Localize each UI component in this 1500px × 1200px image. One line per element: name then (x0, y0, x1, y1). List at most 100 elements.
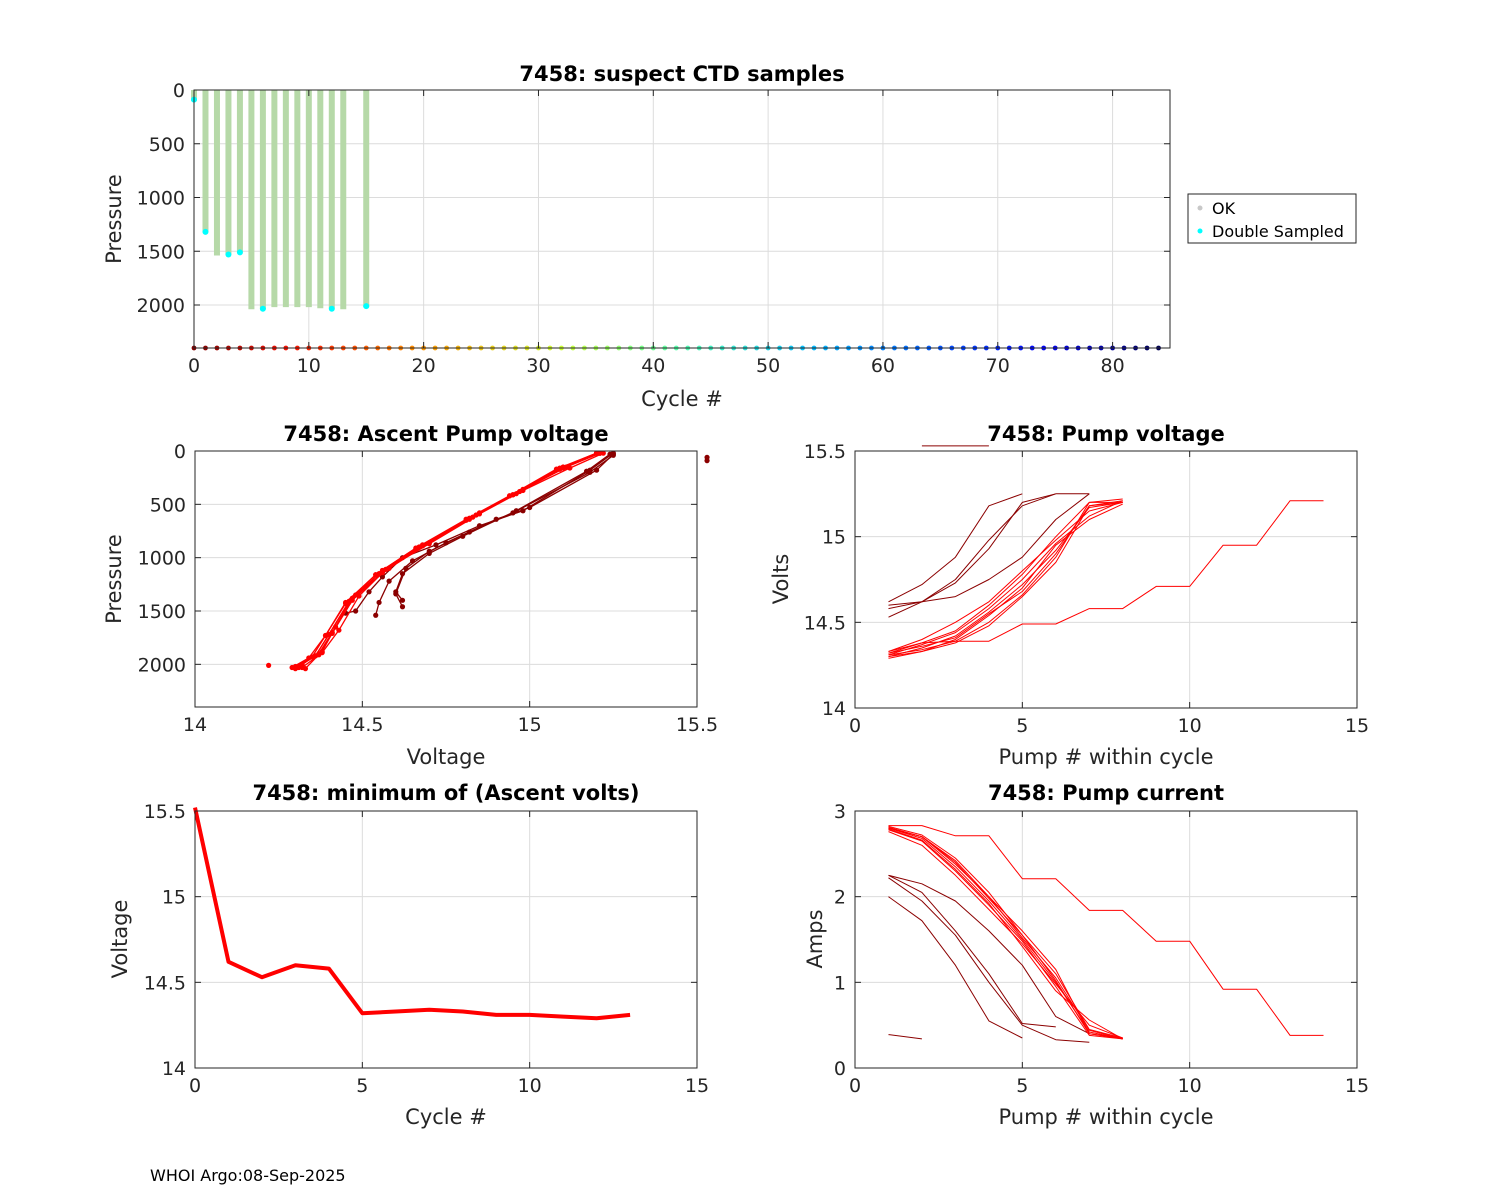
suspect-ytick-label: 1000 (137, 188, 185, 210)
pumpv-ytick-label: 14 (822, 698, 846, 720)
pumpv-series-line (888, 503, 1123, 659)
ascent-series-point (289, 664, 295, 671)
legend-box (1187, 193, 1357, 244)
suspect-chart-title: 7458: suspect CTD samples (519, 62, 844, 86)
pump-voltage-chart: 7458: Pump voltage 0 5 10 15 14 14.5 15 15.5 P… (769, 422, 1369, 769)
ascent-series-point (393, 589, 399, 595)
suspect-xtick-label: 50 (756, 355, 780, 377)
min-voltage-chart: 7458: minimum of (Ascent volts) 0 5 10 15 1… (108, 781, 709, 1129)
pumpv-series-line (888, 498, 1123, 656)
pumpv-series-line (888, 493, 1023, 603)
ascent-series-point (399, 597, 406, 603)
minv-chart-frame (194, 810, 698, 1069)
ascent-series-line (395, 454, 614, 608)
suspect-xtick-label: 0 (188, 355, 200, 377)
pumpc-xtick-label: 15 (1345, 1075, 1369, 1097)
pumpc-series-line (888, 874, 1056, 1028)
ascent-series-point (413, 545, 419, 551)
pumpc-series-line (888, 825, 1324, 1036)
ascent-series-point (607, 451, 613, 457)
ascent-series-point (373, 572, 379, 578)
ascent-series-point (386, 578, 392, 584)
ascent-series-point (460, 533, 466, 539)
ascent-series-point (366, 589, 372, 595)
pumpv-x-label: Pump # within cycle (999, 745, 1214, 769)
ascent-chart-frame (194, 450, 698, 708)
suspect-chart-frame (193, 89, 1171, 349)
pumpc-ytick-label: 0 (834, 1058, 846, 1080)
pumpv-xtick-label: 10 (1178, 715, 1202, 737)
pumpc-series-line (888, 827, 1123, 1040)
ascent-series-line (298, 452, 601, 668)
ascent-series-point (399, 604, 406, 610)
pumpv-xtick-label: 5 (1016, 715, 1028, 737)
suspect-ytick-label: 0 (173, 80, 185, 102)
suspect-legend: OK Double Sampled (1187, 193, 1357, 244)
pumpv-series-line (888, 500, 1123, 656)
pumpc-series-line (888, 827, 1123, 1039)
pumpv-ytick-label: 15.5 (804, 441, 846, 463)
double-sampled-point (202, 228, 209, 235)
ascent-series-point (506, 493, 513, 499)
suspect-xtick-label: 30 (526, 355, 550, 377)
ascent-xtick-label: 14.5 (341, 714, 383, 736)
ascent-series-point (463, 516, 469, 522)
ascent-series-point (266, 662, 272, 669)
ascent-series-point (312, 653, 319, 659)
pumpv-ytick-label: 15 (822, 527, 846, 549)
double-sampled-point (259, 305, 266, 312)
pumpc-series-line (888, 827, 1123, 1040)
double-sampled-point (328, 305, 335, 312)
ascent-voltage-chart: 7458: Ascent Pump voltage 14 14.5 15 15.5 0… (102, 422, 718, 769)
pumpv-series-line (888, 501, 1123, 654)
ascent-series-point (594, 450, 600, 456)
ascent-series-point (376, 599, 382, 606)
suspect-chart: 7458: suspect CTD samples 0 10 20 30 40 50 60 7… (102, 62, 1357, 411)
pumpc-ytick-label: 3 (834, 801, 846, 823)
pumpc-xtick-label: 10 (1178, 1075, 1202, 1097)
suspect-ytick-label: 2000 (137, 295, 185, 317)
pumpv-series-line (888, 500, 1324, 652)
ascent-series-point (527, 504, 533, 511)
ascent-series-line (295, 452, 601, 668)
pumpv-chart-frame (854, 450, 1358, 709)
minv-x-label: Cycle # (405, 1105, 487, 1129)
suspect-x-label: Cycle # (641, 387, 723, 411)
pumpv-ytick-label: 14.5 (804, 612, 846, 634)
ascent-y-label: Pressure (102, 534, 126, 624)
ascent-ytick-label: 2000 (138, 654, 186, 676)
double-sampled-point (363, 303, 370, 310)
ascent-series-point (567, 465, 573, 471)
ascent-ytick-label: 0 (174, 441, 186, 463)
pumpc-y-label: Amps (803, 909, 827, 968)
ascent-ytick-label: 1000 (138, 548, 186, 570)
ascent-series-line (298, 452, 597, 669)
legend-ok-label: OK (1212, 199, 1236, 218)
pumpv-series-line (888, 493, 1090, 606)
minv-ytick-label: 15 (162, 887, 186, 909)
ascent-series-line (301, 452, 604, 669)
pumpc-series-line (888, 877, 1090, 1043)
pumpv-series-line (888, 493, 1056, 610)
suspect-xtick-label: 60 (871, 355, 895, 377)
minv-ytick-label: 14 (162, 1058, 186, 1080)
suspect-xtick-label: 20 (412, 355, 436, 377)
ascent-series-point (513, 508, 519, 514)
ascent-series-point (433, 542, 439, 548)
pumpc-xtick-label: 5 (1016, 1075, 1028, 1097)
suspect-ytick-label: 1500 (137, 241, 185, 263)
suspect-xtick-label: 70 (986, 355, 1010, 377)
ascent-series-point (306, 655, 312, 661)
pumpc-x-label: Pump # within cycle (999, 1105, 1214, 1129)
ascent-series-point (379, 574, 386, 580)
minv-xtick-label: 0 (189, 1075, 201, 1097)
ascent-series-point (373, 612, 379, 618)
ascent-series-point (302, 666, 309, 672)
ascent-series-point (426, 550, 432, 557)
ascent-ytick-label: 1500 (138, 601, 186, 623)
pumpc-series-line (888, 874, 1090, 1035)
pumpv-series-line (888, 501, 1123, 654)
ascent-series-line (295, 452, 597, 670)
pumpv-series-line (888, 501, 1123, 652)
